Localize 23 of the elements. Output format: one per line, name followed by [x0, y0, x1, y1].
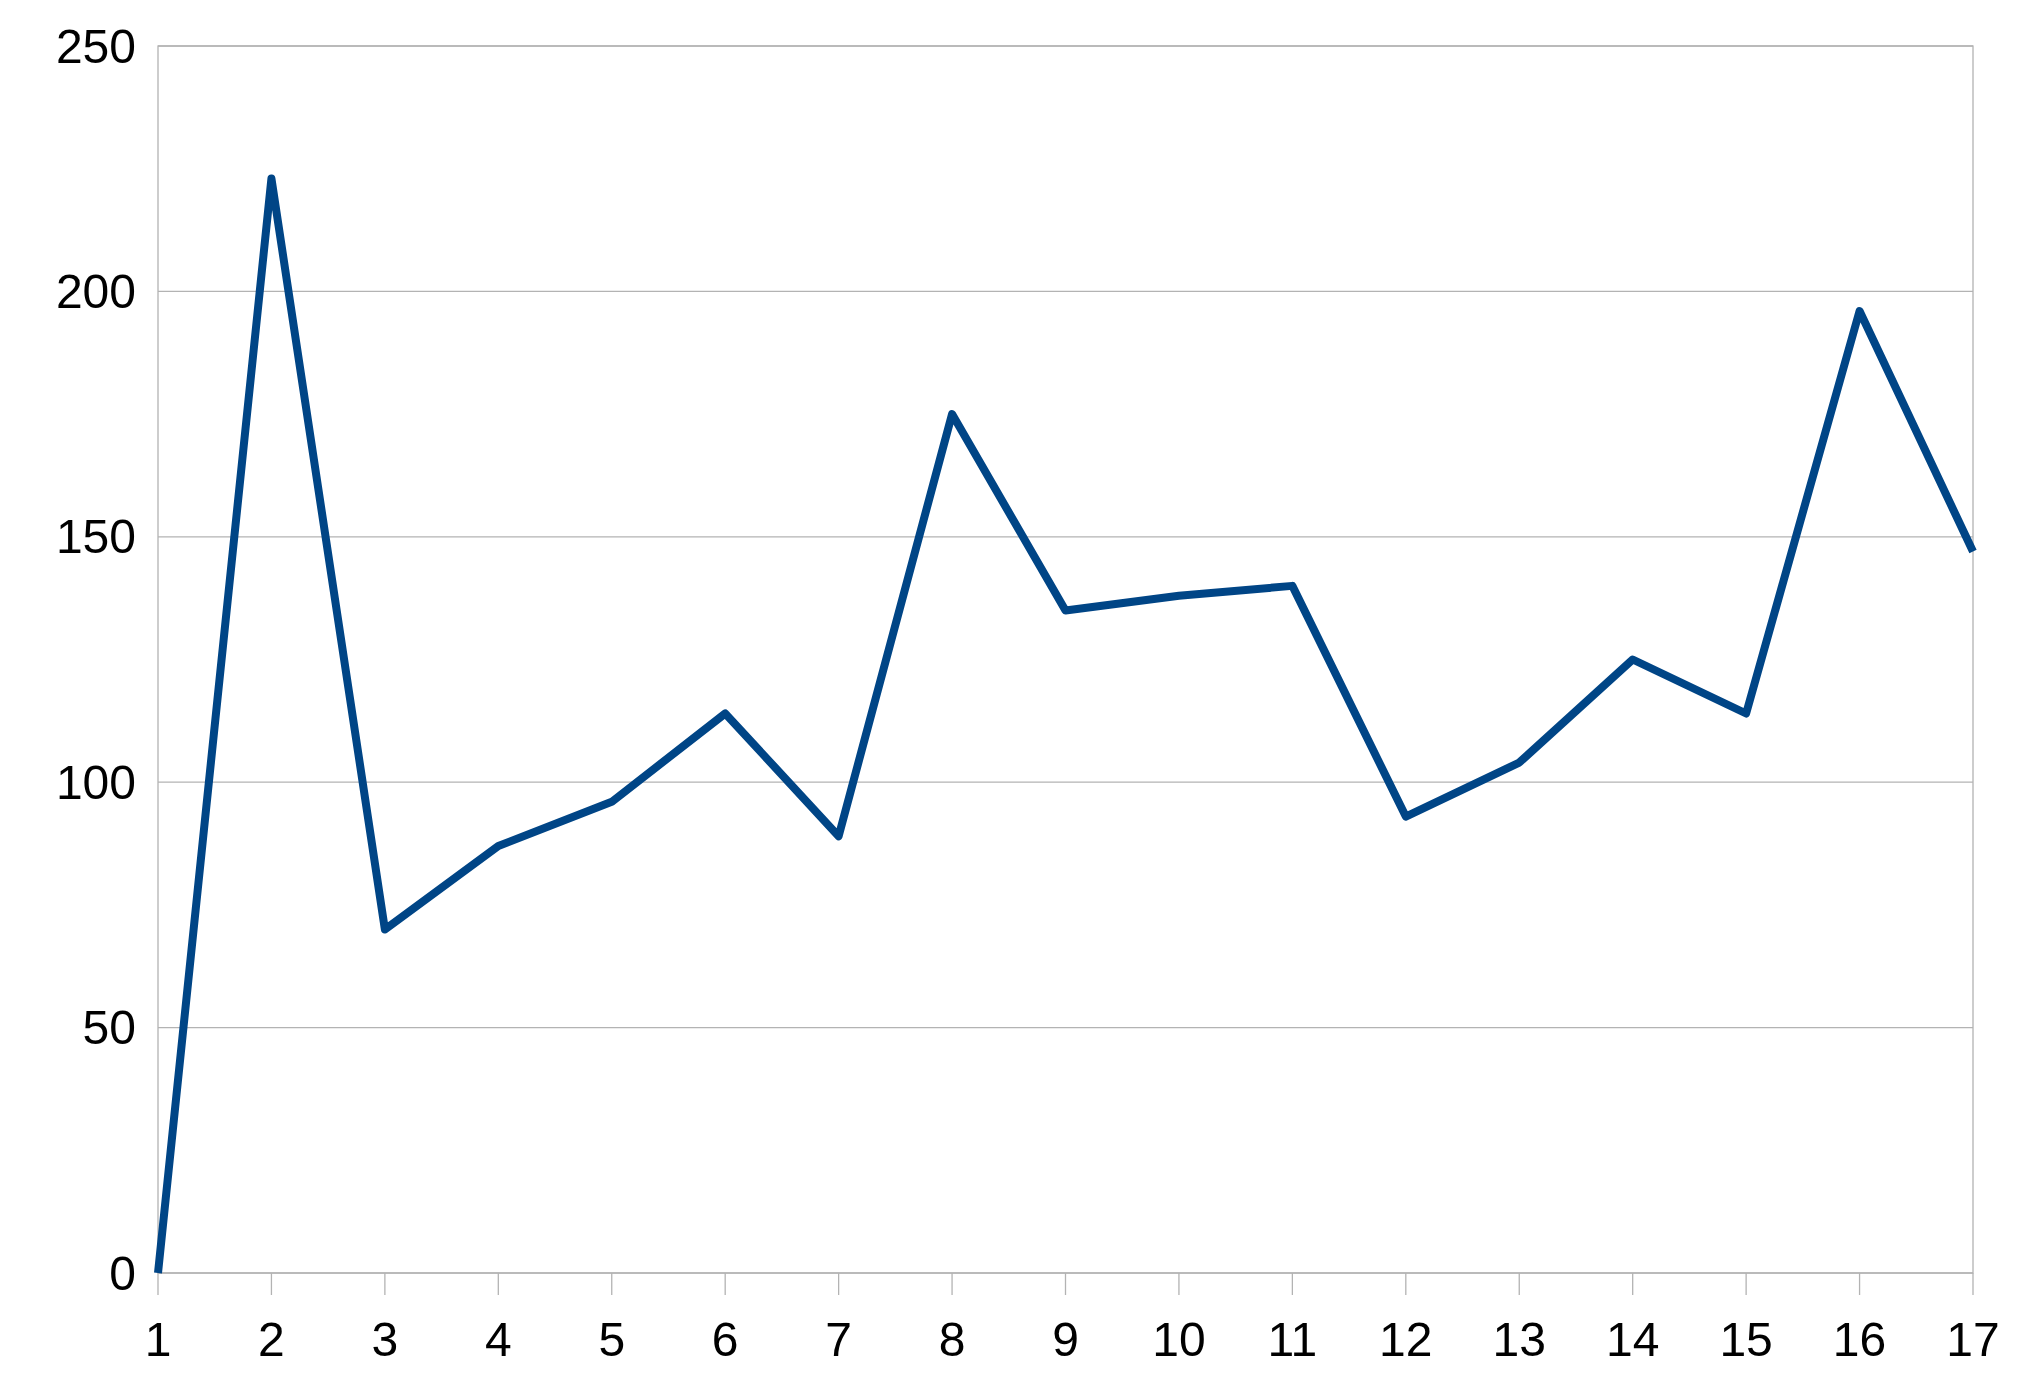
x-tick-label: 17 — [1946, 1312, 2000, 1366]
x-tick-label: 8 — [938, 1312, 966, 1366]
x-tick-label: 1 — [144, 1312, 172, 1366]
x-tick-label: 9 — [1052, 1312, 1079, 1366]
y-tick-label: 250 — [55, 19, 136, 73]
x-tick-label: 3 — [371, 1312, 399, 1366]
y-tick-label: 200 — [55, 264, 136, 318]
x-tick-label: 4 — [484, 1312, 512, 1366]
y-tick-label: 0 — [109, 1246, 136, 1300]
y-tick-label: 100 — [55, 755, 136, 809]
x-tick-label: 7 — [825, 1312, 852, 1366]
y-tick-label: 150 — [55, 510, 136, 564]
x-tick-label: 2 — [258, 1312, 285, 1366]
y-tick-label: 50 — [82, 1001, 136, 1055]
x-tick-label: 5 — [598, 1312, 626, 1366]
x-tick-label: 11 — [1267, 1312, 1318, 1366]
x-tick-label: 15 — [1719, 1312, 1773, 1366]
x-tick-label: 12 — [1379, 1312, 1433, 1366]
x-tick-label: 14 — [1605, 1312, 1660, 1366]
x-tick-label: 10 — [1152, 1312, 1206, 1366]
x-tick-label: 13 — [1492, 1312, 1546, 1366]
x-tick-label: 6 — [711, 1312, 739, 1366]
x-tick-label: 16 — [1832, 1312, 1887, 1366]
